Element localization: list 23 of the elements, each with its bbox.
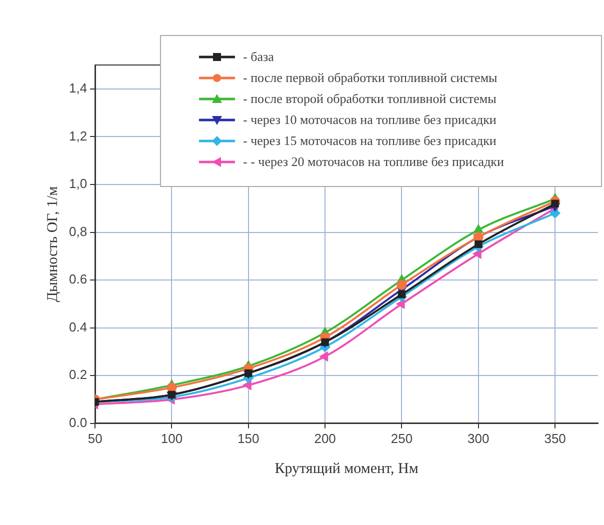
- x-axis-title: Крутящий момент, Нм: [274, 460, 419, 477]
- x-tick-label: 100: [160, 430, 183, 446]
- legend-label: - через 15 моточасов на топливе без присадки: [243, 132, 496, 148]
- y-tick-label: 0.0: [68, 414, 88, 430]
- legend-label: - база: [243, 48, 274, 64]
- x-tick-label: 150: [238, 430, 260, 446]
- y-tick-label: 0.6: [68, 272, 88, 287]
- x-tick-label: 250: [390, 430, 413, 446]
- legend-label: - после первой обработки топливной системы: [243, 70, 498, 86]
- legend-label: - - через 20 моточасов на топливе без присадки: [243, 154, 504, 170]
- y-axis-title: Дымность ОГ, 1/м: [44, 186, 61, 302]
- x-tick-label: 50: [88, 430, 102, 446]
- y-tick-label: 1,2: [68, 128, 88, 144]
- legend-label: - через 10 моточасов на топливе без присадки: [243, 112, 496, 128]
- y-tick-label: 1,0: [68, 176, 88, 192]
- y-tick-label: 0.2: [68, 367, 88, 382]
- y-tick-label: 1,4: [68, 80, 88, 96]
- y-tick-label: 0.4: [68, 319, 88, 334]
- legend-label: - после второй обработки топливной системы: [243, 90, 496, 106]
- x-tick-label: 350: [544, 430, 566, 446]
- x-tick-label: 200: [314, 430, 336, 446]
- y-tick-label: 0,8: [68, 224, 88, 239]
- x-tick-label: 300: [468, 430, 490, 446]
